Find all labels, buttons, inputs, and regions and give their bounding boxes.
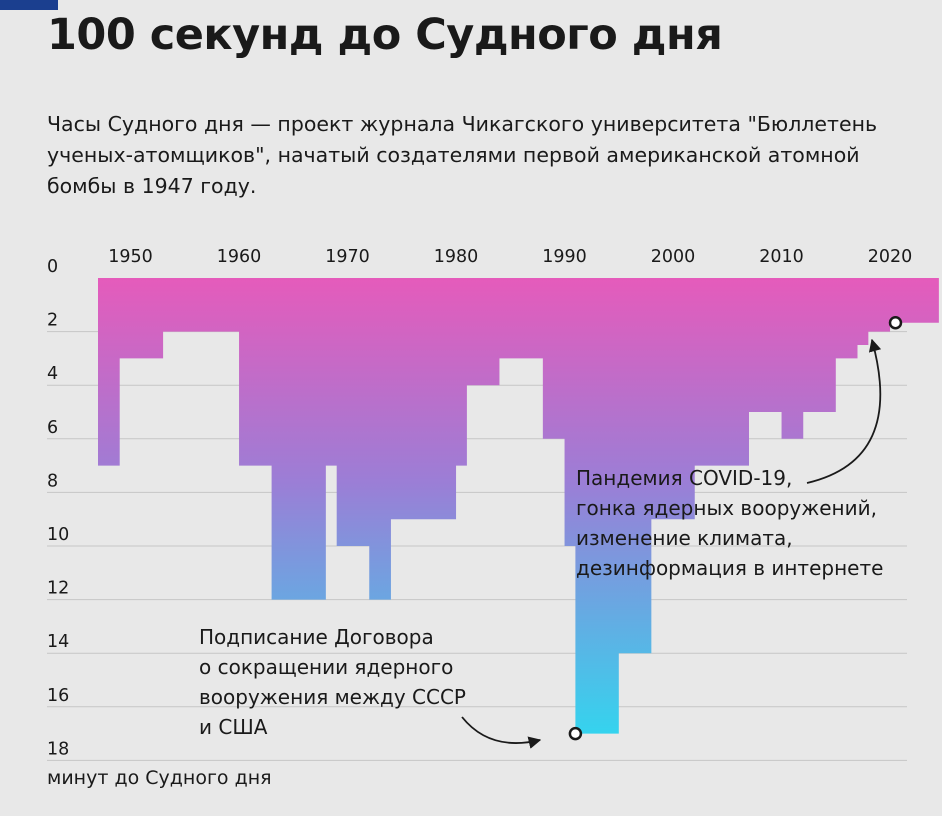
- page-subtitle: Часы Судного дня — проект журнала Чикагс…: [47, 112, 878, 198]
- x-tick-label: 2020: [868, 247, 913, 267]
- annotation-arrow: [806, 338, 882, 484]
- y-tick-label: 18: [47, 739, 69, 759]
- x-tick-label: 2010: [759, 247, 804, 267]
- annotation-text-line: вооружения между СССР: [199, 685, 466, 709]
- x-tick-label: 1960: [217, 247, 262, 267]
- annotation-text-line: о сокращении ядерного: [199, 655, 453, 679]
- annotation-arrow: [461, 716, 542, 749]
- y-tick-label: 4: [47, 364, 58, 384]
- annotation-marker: [888, 316, 903, 330]
- annotation-text-line: дезинформация в интернете: [576, 556, 883, 580]
- y-tick-label: 10: [47, 525, 69, 545]
- annotation-marker: [568, 726, 583, 741]
- x-tick-label: 1950: [108, 247, 153, 267]
- y-axis-label: минут до Судного дня: [47, 767, 272, 789]
- y-tick-label: 2: [47, 311, 58, 331]
- x-tick-label: 2000: [651, 247, 696, 267]
- page-title: 100 секунд до Судного дня: [47, 10, 723, 60]
- annotation-2: Пандемия COVID-19, гонка ядерных вооружен…: [576, 316, 903, 580]
- x-tick-label: 1980: [434, 247, 479, 267]
- y-tick-label: 14: [47, 632, 69, 652]
- annotation-text-line: Пандемия COVID-19,: [576, 466, 792, 490]
- y-tick-label: 12: [47, 579, 69, 599]
- annotation-text-line: изменение климата,: [576, 526, 793, 550]
- x-tick-label: 1990: [542, 247, 587, 267]
- y-tick-label: 0: [47, 257, 58, 277]
- annotation-1: Подписание Договора о сокращении ядерного…: [199, 625, 583, 749]
- y-tick-label: 6: [47, 418, 58, 438]
- annotation-text-line: и США: [199, 715, 268, 739]
- publisher-logo: [0, 0, 58, 10]
- y-tick-label: 8: [47, 471, 58, 491]
- minutes-step-area: [98, 278, 939, 734]
- x-tick-label: 1970: [325, 247, 370, 267]
- annotation-text-line: гонка ядерных вооружений,: [576, 496, 877, 520]
- y-tick-label: 16: [47, 686, 69, 706]
- annotation-text-line: Подписание Договора: [199, 625, 434, 649]
